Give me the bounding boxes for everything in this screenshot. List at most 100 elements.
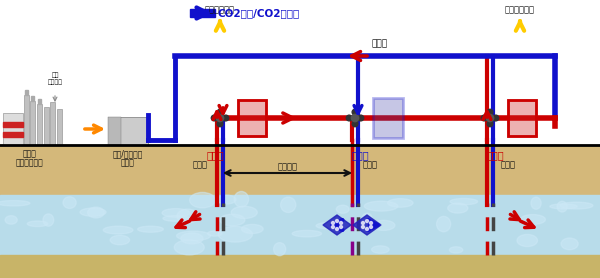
Bar — [44, 107, 49, 145]
Bar — [190, 9, 215, 17]
Ellipse shape — [103, 226, 133, 234]
Bar — [238, 100, 266, 136]
Bar — [50, 102, 55, 145]
Bar — [218, 113, 223, 123]
Ellipse shape — [174, 240, 204, 255]
Circle shape — [352, 121, 358, 127]
Ellipse shape — [362, 213, 372, 225]
Polygon shape — [323, 215, 351, 235]
Text: 貯留/バッファ: 貯留/バッファ — [113, 149, 143, 158]
Ellipse shape — [63, 197, 76, 208]
Circle shape — [487, 121, 493, 127]
Circle shape — [217, 114, 224, 122]
Bar — [0, 195, 600, 255]
Text: 揚水井: 揚水井 — [500, 160, 515, 169]
Ellipse shape — [517, 234, 538, 247]
Circle shape — [217, 109, 223, 115]
Ellipse shape — [43, 214, 54, 226]
Ellipse shape — [448, 203, 468, 213]
Bar — [30, 101, 35, 145]
Bar — [215, 116, 224, 120]
Bar — [353, 113, 358, 123]
Circle shape — [346, 115, 352, 121]
Ellipse shape — [557, 201, 567, 212]
Ellipse shape — [177, 209, 199, 223]
Bar — [31, 96, 34, 101]
Bar — [37, 104, 42, 145]
Circle shape — [331, 222, 335, 225]
Bar — [238, 100, 266, 136]
Text: 水素製造工場: 水素製造工場 — [16, 158, 44, 167]
Ellipse shape — [292, 230, 322, 237]
Circle shape — [352, 114, 359, 122]
Ellipse shape — [218, 226, 253, 242]
Bar — [350, 116, 359, 120]
Text: 揚水井: 揚水井 — [193, 160, 208, 169]
Bar — [508, 100, 536, 136]
Ellipse shape — [110, 235, 130, 245]
Ellipse shape — [550, 204, 577, 209]
Bar — [0, 145, 600, 195]
Text: タンク: タンク — [121, 158, 135, 167]
Ellipse shape — [560, 202, 593, 209]
Text: モニタリング: モニタリング — [505, 5, 535, 14]
Ellipse shape — [217, 195, 236, 204]
Ellipse shape — [449, 247, 463, 253]
Circle shape — [331, 225, 335, 229]
Ellipse shape — [234, 192, 248, 207]
Text: 地下水: 地下水 — [372, 39, 388, 48]
Bar — [3, 132, 23, 137]
Ellipse shape — [561, 238, 578, 250]
Text: モニタリング: モニタリング — [205, 5, 235, 14]
Bar — [0, 255, 600, 278]
Bar — [25, 90, 28, 95]
Ellipse shape — [274, 243, 286, 256]
Ellipse shape — [520, 215, 545, 224]
Text: ポンプ: ポンプ — [206, 150, 224, 160]
Ellipse shape — [163, 215, 190, 221]
Bar — [108, 117, 148, 145]
Bar — [38, 99, 41, 104]
Text: 注水井: 注水井 — [362, 160, 377, 169]
Ellipse shape — [162, 208, 190, 217]
Circle shape — [487, 109, 493, 115]
Ellipse shape — [181, 233, 203, 244]
Circle shape — [223, 115, 229, 121]
Ellipse shape — [372, 220, 395, 230]
Circle shape — [352, 109, 358, 115]
Ellipse shape — [450, 198, 478, 205]
Ellipse shape — [208, 231, 222, 236]
Ellipse shape — [88, 207, 104, 218]
Ellipse shape — [388, 199, 413, 207]
Ellipse shape — [176, 231, 211, 240]
Ellipse shape — [220, 214, 245, 226]
Bar — [0, 0, 600, 145]
Circle shape — [481, 115, 487, 121]
Circle shape — [370, 225, 373, 229]
Text: 水素
（製品）: 水素 （製品） — [47, 73, 62, 85]
Bar — [485, 116, 494, 120]
Bar — [508, 100, 536, 136]
Ellipse shape — [364, 201, 398, 211]
Ellipse shape — [371, 246, 389, 253]
Circle shape — [493, 115, 499, 121]
Bar — [488, 113, 493, 123]
Ellipse shape — [80, 208, 106, 216]
Polygon shape — [353, 215, 381, 235]
Circle shape — [361, 225, 365, 229]
Bar — [3, 122, 23, 127]
Circle shape — [335, 220, 338, 222]
Ellipse shape — [0, 200, 30, 206]
Ellipse shape — [231, 206, 257, 219]
Circle shape — [340, 222, 343, 225]
Circle shape — [365, 227, 368, 230]
Circle shape — [358, 115, 364, 121]
Circle shape — [361, 222, 365, 225]
Circle shape — [365, 220, 368, 222]
Circle shape — [335, 227, 338, 230]
Text: ポンプ: ポンプ — [486, 150, 504, 160]
Ellipse shape — [316, 222, 346, 229]
Bar — [57, 109, 62, 145]
Circle shape — [217, 121, 223, 127]
Ellipse shape — [5, 216, 17, 224]
